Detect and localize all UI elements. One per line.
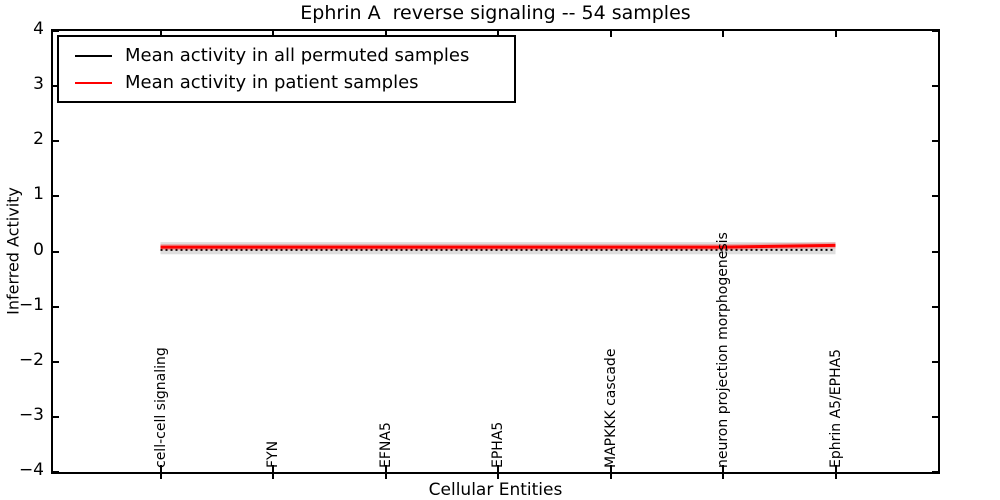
y-tick-right [932,360,938,363]
x-tick-label: FYN [265,440,281,468]
y-tick-left [53,415,59,418]
x-tick-top [272,31,274,37]
legend: Mean activity in all permuted samples Me… [57,35,516,103]
y-tick-label: 3 [33,74,44,95]
y-tick-left [53,195,59,198]
x-tick-bottom [609,465,612,479]
x-tick-bottom [834,465,837,479]
x-tick-label: neuron projection morphogenesis [715,232,731,468]
y-tick-right [932,195,938,198]
y-tick-right [932,30,938,32]
x-tick-label: cell-cell signaling [152,347,169,468]
y-tick-label: 4 [33,19,44,39]
x-tick-label: MAPKKK cascade [602,348,619,468]
legend-label-permuted: Mean activity in all permuted samples [125,45,470,66]
y-tick-label: −2 [18,349,44,370]
y-tick-label: 0 [33,239,44,260]
y-tick-left [53,250,59,253]
y-tick-label: −1 [18,294,44,315]
y-tick-left [53,471,59,473]
y-tick-left [53,360,59,363]
x-tick-label: Ephrin A5/EPHA5 [827,348,844,468]
legend-label-patient: Mean activity in patient samples [125,72,419,93]
x-tick-top [497,31,499,37]
y-tick-label: 2 [33,129,44,150]
series-line-1 [160,243,836,249]
x-tick-bottom [497,465,499,479]
legend-entry-patient: Mean activity in patient samples [59,69,514,96]
x-tick-top [384,31,387,37]
x-tick-top [722,31,724,37]
y-tick-label: 1 [33,184,44,205]
y-tick-right [932,250,938,253]
y-tick-right [932,471,938,473]
chart-canvas [160,242,836,255]
y-tick-right [932,305,938,308]
x-tick-bottom [272,465,274,479]
x-tick-top [834,31,837,37]
x-tick-bottom [384,465,387,479]
legend-line-black [75,54,112,57]
plot-area: Mean activity in all permuted samples Me… [51,29,940,479]
y-tick-right [932,85,938,88]
x-tick-top [609,31,612,37]
y-tick-left [53,30,59,32]
x-tick-bottom [159,465,162,479]
y-tick-right [932,415,938,418]
y-tick-right [932,140,938,143]
legend-entry-permuted: Mean activity in all permuted samples [59,42,514,69]
x-tick-top [159,31,162,37]
y-tick-left [53,305,59,308]
x-tick-label: EPHA5 [490,421,506,468]
y-tick-left [53,140,59,143]
x-tick-bottom [722,465,724,479]
x-tick-label: EFNA5 [377,422,394,468]
y-tick-label: −4 [18,460,44,480]
legend-line-red [75,81,112,84]
y-tick-left [53,85,59,88]
chart-title: Ephrin A reverse signaling -- 54 samples [300,2,691,24]
x-axis-label: Cellular Entities [428,480,563,500]
y-tick-label: −3 [18,404,44,425]
